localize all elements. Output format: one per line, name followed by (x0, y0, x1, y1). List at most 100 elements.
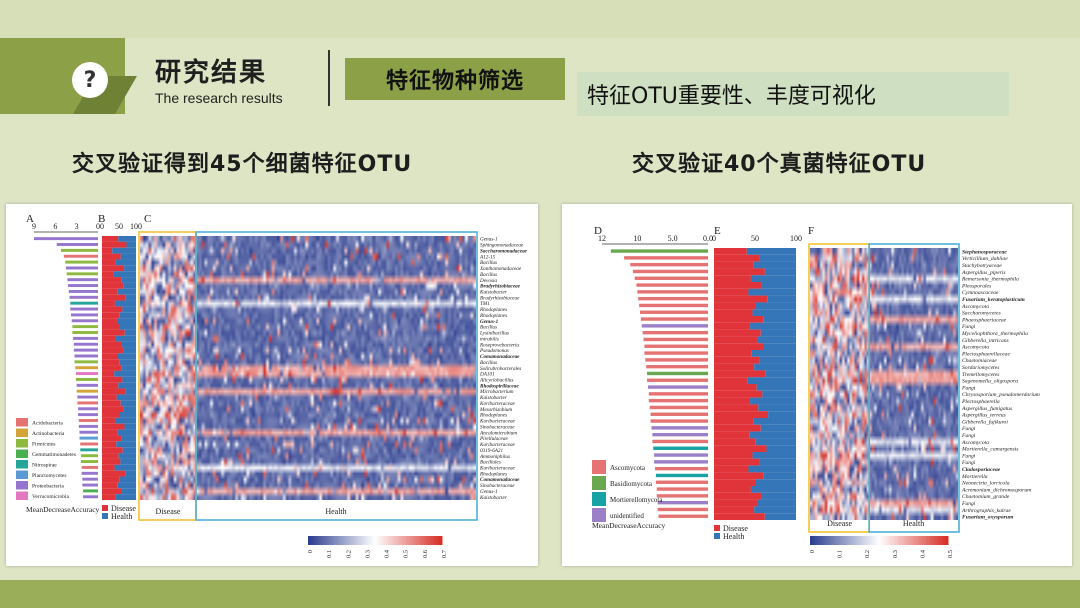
abundance-bar-disease (102, 435, 122, 442)
abundance-bar-health (752, 452, 796, 459)
phylum-legend-swatch (16, 460, 28, 469)
otu-label: Plectosphaerellaceae (961, 351, 1010, 357)
otu-label: Pleosporales (961, 283, 991, 289)
colorbar-segment (357, 536, 360, 545)
colorbar-segment (341, 536, 345, 545)
phylum-legend-label: Planctomycetes (32, 473, 67, 479)
otu-label: Genus-1 (480, 319, 499, 325)
otu-label: Bradyrhizobiaceae (480, 295, 520, 301)
colorbar-segment (920, 536, 924, 545)
colorbar-segment (350, 536, 354, 545)
abundance-bar-disease (714, 302, 755, 310)
abundance-bar-disease (714, 438, 756, 446)
otu-label: Pseudomonas (479, 348, 509, 354)
otu-label: Aspergillus_terreus (961, 413, 1006, 419)
importance-bar (653, 446, 708, 450)
abundance-bar-health (119, 324, 136, 330)
abundance-bar-health (114, 417, 136, 424)
abundance-bar-disease (714, 268, 765, 276)
colorbar-segment (312, 536, 316, 545)
colorbar-segment (895, 536, 898, 545)
importance-bar (632, 269, 708, 274)
colorbar-segment (826, 536, 829, 545)
abundance-bar-health (114, 300, 136, 307)
colorbar-segment (343, 536, 347, 545)
colorbar-segment (835, 536, 839, 545)
abundance-bar-disease (102, 253, 121, 260)
abundance-bar-disease (102, 458, 121, 465)
group-label-health: Health (325, 507, 346, 516)
colorbar-segment (388, 536, 392, 545)
colorbar-segment (328, 536, 331, 545)
colorbar-segment (368, 536, 372, 545)
otu-label: Bacillus (480, 325, 497, 331)
otu-label: Phaeosphaeriaceae (961, 317, 1007, 323)
abundance-bar-health (750, 275, 796, 282)
colorbar-segment (386, 536, 389, 545)
abundance-bar-disease (102, 482, 118, 489)
legend-swatch-disease (714, 525, 720, 531)
colorbar-segment (862, 536, 866, 545)
abundance-bar-health (763, 316, 796, 323)
colorbar-segment (337, 536, 340, 545)
abundance-bar-disease (714, 261, 754, 269)
abundance-bar-disease (714, 499, 758, 507)
abundance-bar-disease (714, 316, 764, 323)
abundance-bar-health (759, 458, 796, 466)
phylum-legend-swatch (16, 449, 28, 458)
importance-bar (82, 483, 98, 487)
colorbar-segment (872, 536, 875, 545)
colorbar-segment (426, 536, 430, 545)
otu-label: Saccharomycetes (962, 311, 1001, 317)
group-label-disease: Disease (156, 507, 181, 516)
panel-label-d: D (594, 225, 602, 237)
abundance-bar-health (120, 253, 136, 260)
otu-label: Pirellulaceae (479, 436, 508, 442)
colorbar-segment (860, 536, 864, 545)
abundance-bar-disease (714, 356, 760, 364)
legend-label-health: Health (723, 532, 744, 541)
fungi-heatmap-chart: D E F 12 10 5.0 0.0 MeanDecreaseAccuracy 0 50 100 S… (592, 225, 1040, 558)
otu-label: Genus-1 (480, 489, 498, 495)
colorbar-segment (381, 536, 385, 545)
phylum-legend-label: Actinobacteria (32, 431, 65, 437)
importance-bar (656, 494, 708, 498)
colorbar-segment (370, 536, 374, 545)
importance-bar (649, 405, 708, 410)
abundance-bar-disease (714, 418, 754, 425)
abundance-bar-disease (102, 277, 122, 283)
otu-label: Devosia (479, 278, 497, 284)
abundance-bar-health (753, 261, 796, 269)
otu-label: Fungi (961, 426, 976, 432)
abundance-bar-health (759, 254, 796, 262)
abundance-bar-health (125, 388, 136, 395)
colorbar-segment (879, 536, 882, 545)
colorbar-tick-label: 0 (809, 550, 816, 553)
panel-label-e: E (714, 225, 721, 237)
colorbar-segment (375, 536, 378, 545)
colorbar-segment (888, 536, 891, 545)
colorbar-segment (837, 536, 841, 545)
importance-bar (70, 313, 98, 317)
abundance-bar-disease (714, 506, 755, 514)
top-band (0, 0, 1080, 38)
otu-label: Stephanosporaceae (962, 249, 1007, 255)
abundance-bar-disease (714, 248, 747, 255)
importance-bar (77, 401, 98, 405)
colorbar-segment (911, 536, 914, 545)
importance-bar (645, 358, 708, 362)
phylum-legend-label: unidentified (610, 512, 644, 520)
abundance-bar-disease (714, 254, 760, 262)
importance-tick-label: 5.0 (668, 234, 678, 243)
colorbar-segment (890, 536, 894, 545)
colorbar-segment (828, 536, 832, 545)
colorbar-tick-label: 0.4 (919, 549, 926, 558)
abundance-bar-disease (102, 335, 116, 342)
abundance-bar-health (120, 458, 136, 465)
importance-bar (646, 364, 708, 369)
abundance-bar-disease (102, 417, 115, 424)
abundance-bar-health (757, 499, 796, 507)
abundance-bar-health (761, 492, 796, 500)
abundance-bar-health (121, 365, 136, 371)
phylum-legend-swatch (16, 470, 28, 479)
